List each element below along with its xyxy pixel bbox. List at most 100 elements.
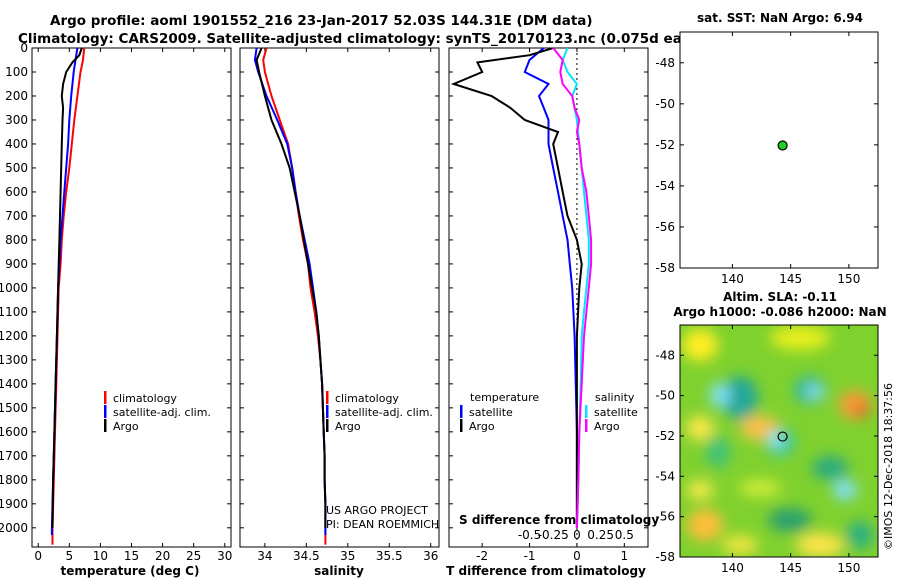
series-line-salinity-satellite: [561, 48, 590, 528]
depth-tick-label: 300: [5, 113, 28, 127]
s-difference-label: S difference from climatology: [459, 513, 659, 527]
s-difference-tick-label: 0.5: [615, 528, 634, 542]
x-tick-label: -1: [524, 549, 536, 563]
s-difference-tick-label: 0: [573, 528, 581, 542]
map-y-tick-label: -48: [655, 56, 675, 70]
map-y-tick-label: -54: [655, 469, 675, 483]
depth-tick-label: 900: [5, 257, 28, 271]
difference-plot-frame: [448, 47, 649, 548]
series-line-argo: [255, 48, 327, 528]
x-tick-label: 35.5: [376, 549, 403, 563]
temperature-series: [50, 48, 86, 545]
map-x-tick-label: 150: [837, 272, 860, 286]
x-tick-label: 20: [155, 549, 170, 563]
salinity-plot-frame: [239, 47, 440, 548]
salinity-legend: climatology satellite-adj. clim. Argo: [326, 391, 433, 433]
map-y-tick-label: -52: [655, 429, 675, 443]
s-difference-tick-label: -0.5: [518, 528, 541, 542]
imos-watermark: ©IMOS 12-Dec-2018 18:37:56: [882, 383, 895, 550]
project-credit: US ARGO PROJECT: [326, 504, 428, 517]
depth-tick-label: 1100: [0, 305, 28, 319]
legend-swatch-climatology: [326, 391, 329, 404]
title-line-2: Climatology: CARS2009. Satellite-adjuste…: [18, 31, 720, 47]
sst-map-ticks: 140 145 150 -48 -50 -52 -54 -56 -58: [655, 32, 878, 286]
depth-tick-label: 2000: [0, 521, 28, 535]
legend-swatch-argo: [104, 419, 107, 432]
legend-label-climatology: climatology: [335, 392, 399, 405]
sst-argo-location-marker: [777, 140, 788, 151]
map-x-tick-label: 140: [721, 272, 744, 286]
depth-tick-label: 600: [5, 185, 28, 199]
sla-map-frame: [679, 324, 879, 558]
legend-label-satellite: satellite-adj. clim.: [335, 406, 433, 419]
depth-tick-label: 1300: [0, 353, 28, 367]
salinity-series: [253, 48, 327, 545]
map-y-tick-label: -54: [655, 179, 675, 193]
depth-tick-labels: 0 100 200 300 400 500 600 700 800 900 1000 1100 1200…: [0, 41, 28, 535]
map-x-tick-label: 145: [779, 272, 802, 286]
depth-tick-label: 1500: [0, 401, 28, 415]
depth-tick-label: 100: [5, 65, 28, 79]
legend-swatch-satellite: [104, 405, 107, 418]
depth-tick-label: 1600: [0, 425, 28, 439]
legend-swatch-temp-argo: [460, 419, 463, 432]
x-tick-label: 15: [124, 549, 139, 563]
legend-label-sal-argo: Argo: [594, 420, 620, 433]
series-line-temperature-satellite: [523, 48, 578, 528]
x-tick-label: 36: [423, 549, 438, 563]
series-line-salinity-argo: [552, 48, 593, 528]
sla-argo-location-marker: [777, 431, 788, 442]
x-tick-label: 30: [217, 549, 232, 563]
salinity-xlabel: salinity: [314, 564, 364, 578]
sla-heatmap: [680, 325, 878, 557]
map-x-tick-label: 150: [837, 561, 860, 575]
legend-label-temp-satellite: satellite: [469, 406, 513, 419]
x-tick-label: 34.5: [293, 549, 320, 563]
sst-map-title: sat. SST: NaN Argo: 6.94: [697, 11, 863, 25]
x-tick-label: 10: [93, 549, 108, 563]
depth-tick-label: 1000: [0, 281, 28, 295]
x-tick-label: 34: [257, 549, 272, 563]
difference-series: [450, 48, 593, 528]
s-difference-tick-label: -0.25: [538, 528, 569, 542]
difference-xlabel: T difference from climatology: [446, 564, 646, 578]
pi-credit: PI: DEAN ROEMMICH: [326, 518, 439, 531]
sla-map-ticks: 140 145 150 -48 -50 -52 -54 -56 -58: [655, 325, 878, 575]
depth-tick-label: 1700: [0, 449, 28, 463]
legend-label-satellite: satellite-adj. clim.: [113, 406, 211, 419]
legend-swatch-climatology: [104, 391, 107, 404]
x-tick-label: 35: [340, 549, 355, 563]
legend-title-temperature: temperature: [470, 391, 539, 404]
x-tick-label: 5: [65, 549, 73, 563]
x-tick-label: 0: [573, 549, 581, 563]
depth-tick-label: 200: [5, 89, 28, 103]
depth-tick-label: 700: [5, 209, 28, 223]
depth-tick-label: 1900: [0, 497, 28, 511]
legend-swatch-sal-argo: [585, 419, 588, 432]
sst-map-frame: [679, 31, 879, 269]
sla-map-title-line-1: Altim. SLA: -0.11: [723, 290, 837, 304]
map-x-tick-label: 140: [721, 561, 744, 575]
depth-tick-label: 500: [5, 161, 28, 175]
map-y-tick-label: -50: [655, 389, 675, 403]
legend-label-sal-satellite: satellite: [594, 406, 638, 419]
legend-label-temp-argo: Argo: [469, 420, 495, 433]
x-tick-label: 25: [186, 549, 201, 563]
series-line-temperature-argo: [450, 48, 583, 528]
map-y-tick-label: -52: [655, 138, 675, 152]
depth-tick-label: 400: [5, 137, 28, 151]
legend-title-salinity: salinity: [595, 391, 635, 404]
legend-label-climatology: climatology: [113, 392, 177, 405]
legend-swatch-sal-satellite: [585, 405, 588, 418]
series-line-argo: [51, 48, 83, 528]
map-y-tick-label: -56: [655, 510, 675, 524]
legend-label-argo: Argo: [335, 420, 361, 433]
temperature-xlabel: temperature (deg C): [61, 564, 200, 578]
salinity-ticks: 34 34.5 35 35.5 36: [240, 47, 439, 563]
sla-map-title-line-2: Argo h1000: -0.086 h2000: NaN: [673, 305, 886, 319]
legend-label-argo: Argo: [113, 420, 139, 433]
series-line-satellite-adj-clim-: [253, 48, 327, 535]
depth-tick-label: 1800: [0, 473, 28, 487]
map-y-tick-label: -56: [655, 220, 675, 234]
